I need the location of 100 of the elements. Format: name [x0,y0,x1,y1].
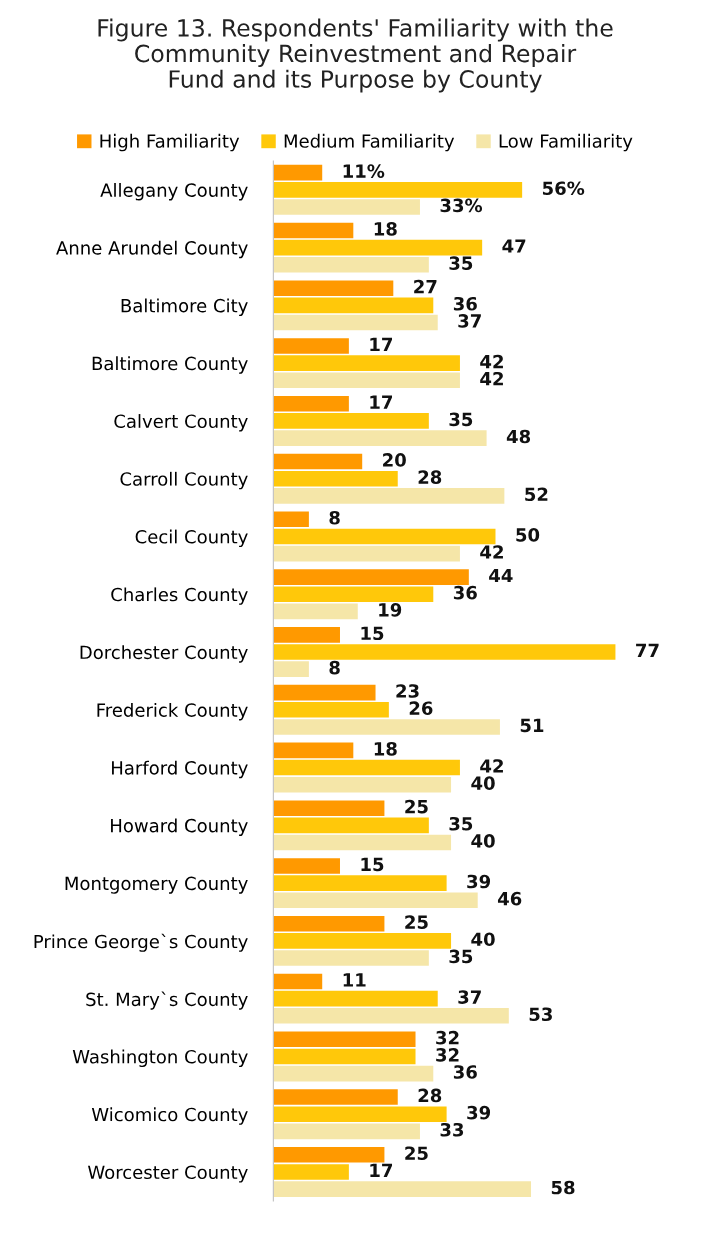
bar [273,413,429,429]
bar [273,1048,416,1065]
bar [273,627,340,643]
data-label: 37 [458,990,481,1004]
data-label: 28 [418,470,442,484]
y-tick-label: Worcester County [88,1165,248,1183]
data-label: 17 [370,1163,393,1177]
bar [273,973,323,990]
bar [273,603,358,620]
data-label: 39 [467,874,491,889]
data-label: 35 [449,412,473,427]
bar [273,933,452,949]
chart-title: Figure 13. Respondents' Familiarity with the Community Reinvestment and Repair Fund and its Purpose by County [98,18,613,93]
data-label: 50 [516,528,540,542]
data-label: 25 [405,1146,428,1161]
data-label: 37 [458,314,481,328]
bar [273,875,447,891]
data-label: 32 [436,1030,459,1045]
data-label: 56% [542,181,585,196]
bar [273,1164,349,1180]
data-label: 44 [489,568,513,583]
bar [273,858,340,874]
bar [273,395,349,412]
bar [273,1147,385,1163]
data-label: 23 [396,684,419,698]
bar [273,511,309,528]
data-label: 18 [374,741,397,756]
data-label: 42 [480,354,503,369]
y-tick-label: Carroll County [120,471,248,490]
bar [273,701,389,718]
bar [273,719,500,735]
bar [273,759,460,776]
data-label: 36 [453,296,477,311]
bar [273,314,438,331]
data-label: 17 [370,337,393,351]
bar [273,800,385,816]
data-label: 42 [480,759,503,773]
data-label: 52 [525,487,548,502]
y-tick-label: Baltimore County [92,356,248,374]
bar [273,644,616,660]
data-label: 32 [436,1048,459,1062]
y-tick-label: Anne Arundel County [56,240,248,259]
data-label: 18 [374,222,397,236]
data-label: 20 [383,453,406,467]
data-label: 8 [329,510,340,525]
data-label: 35 [449,256,473,270]
data-label: 36 [453,1065,477,1079]
y-tick-label: Cecil County [135,529,248,548]
bar [273,372,460,389]
bar [273,430,487,446]
data-label: 58 [551,1180,575,1195]
bar [273,164,323,181]
bar [273,684,376,701]
y-tick-label: St. Mary`s County [86,991,248,1010]
bar [273,1181,532,1197]
data-label: 48 [506,429,531,444]
y-tick-label: Prince George`s County [34,933,248,952]
y-tick-label: Wicomico County [91,1107,248,1125]
y-tick-label: Baltimore City [121,298,248,316]
data-label: 46 [497,891,522,906]
data-label: 26 [409,701,433,716]
legend-label: High Familiarity [100,133,240,152]
data-label: 39 [467,1105,491,1120]
y-tick-label: Dorchester County [80,645,248,663]
data-label: 15 [361,857,384,872]
data-label: 15 [361,626,384,641]
bar [273,222,354,239]
data-label: 25 [405,915,428,929]
bar [273,528,496,545]
bar [273,817,429,834]
bar [273,453,363,470]
data-label: 8 [329,660,340,675]
bar [273,1031,416,1048]
data-label: 47 [502,239,526,253]
bar [273,834,452,851]
bar [273,182,523,198]
data-label: 53 [529,1007,552,1022]
data-label: 40 [471,834,495,848]
y-tick-label: Howard County [111,818,248,836]
bar [273,742,354,759]
bar [273,280,394,297]
bar [273,950,429,966]
data-label: 40 [471,932,495,947]
bar [273,661,309,677]
data-label: 25 [405,799,428,814]
y-tick-label: Montgomery County [65,876,248,894]
bar [273,297,434,314]
data-label: 77 [636,643,659,657]
bar [273,990,438,1007]
data-label: 51 [520,718,544,733]
data-label: 27 [414,279,437,294]
bar [273,256,429,273]
data-label: 35 [449,816,473,831]
legend-label: Medium Familiarity [284,133,455,152]
data-label: 28 [418,1088,442,1103]
bar [273,1008,509,1024]
y-tick-label: Washington County [72,1049,248,1068]
data-label: 35 [449,949,473,964]
bar [273,915,385,932]
bar [273,776,452,793]
